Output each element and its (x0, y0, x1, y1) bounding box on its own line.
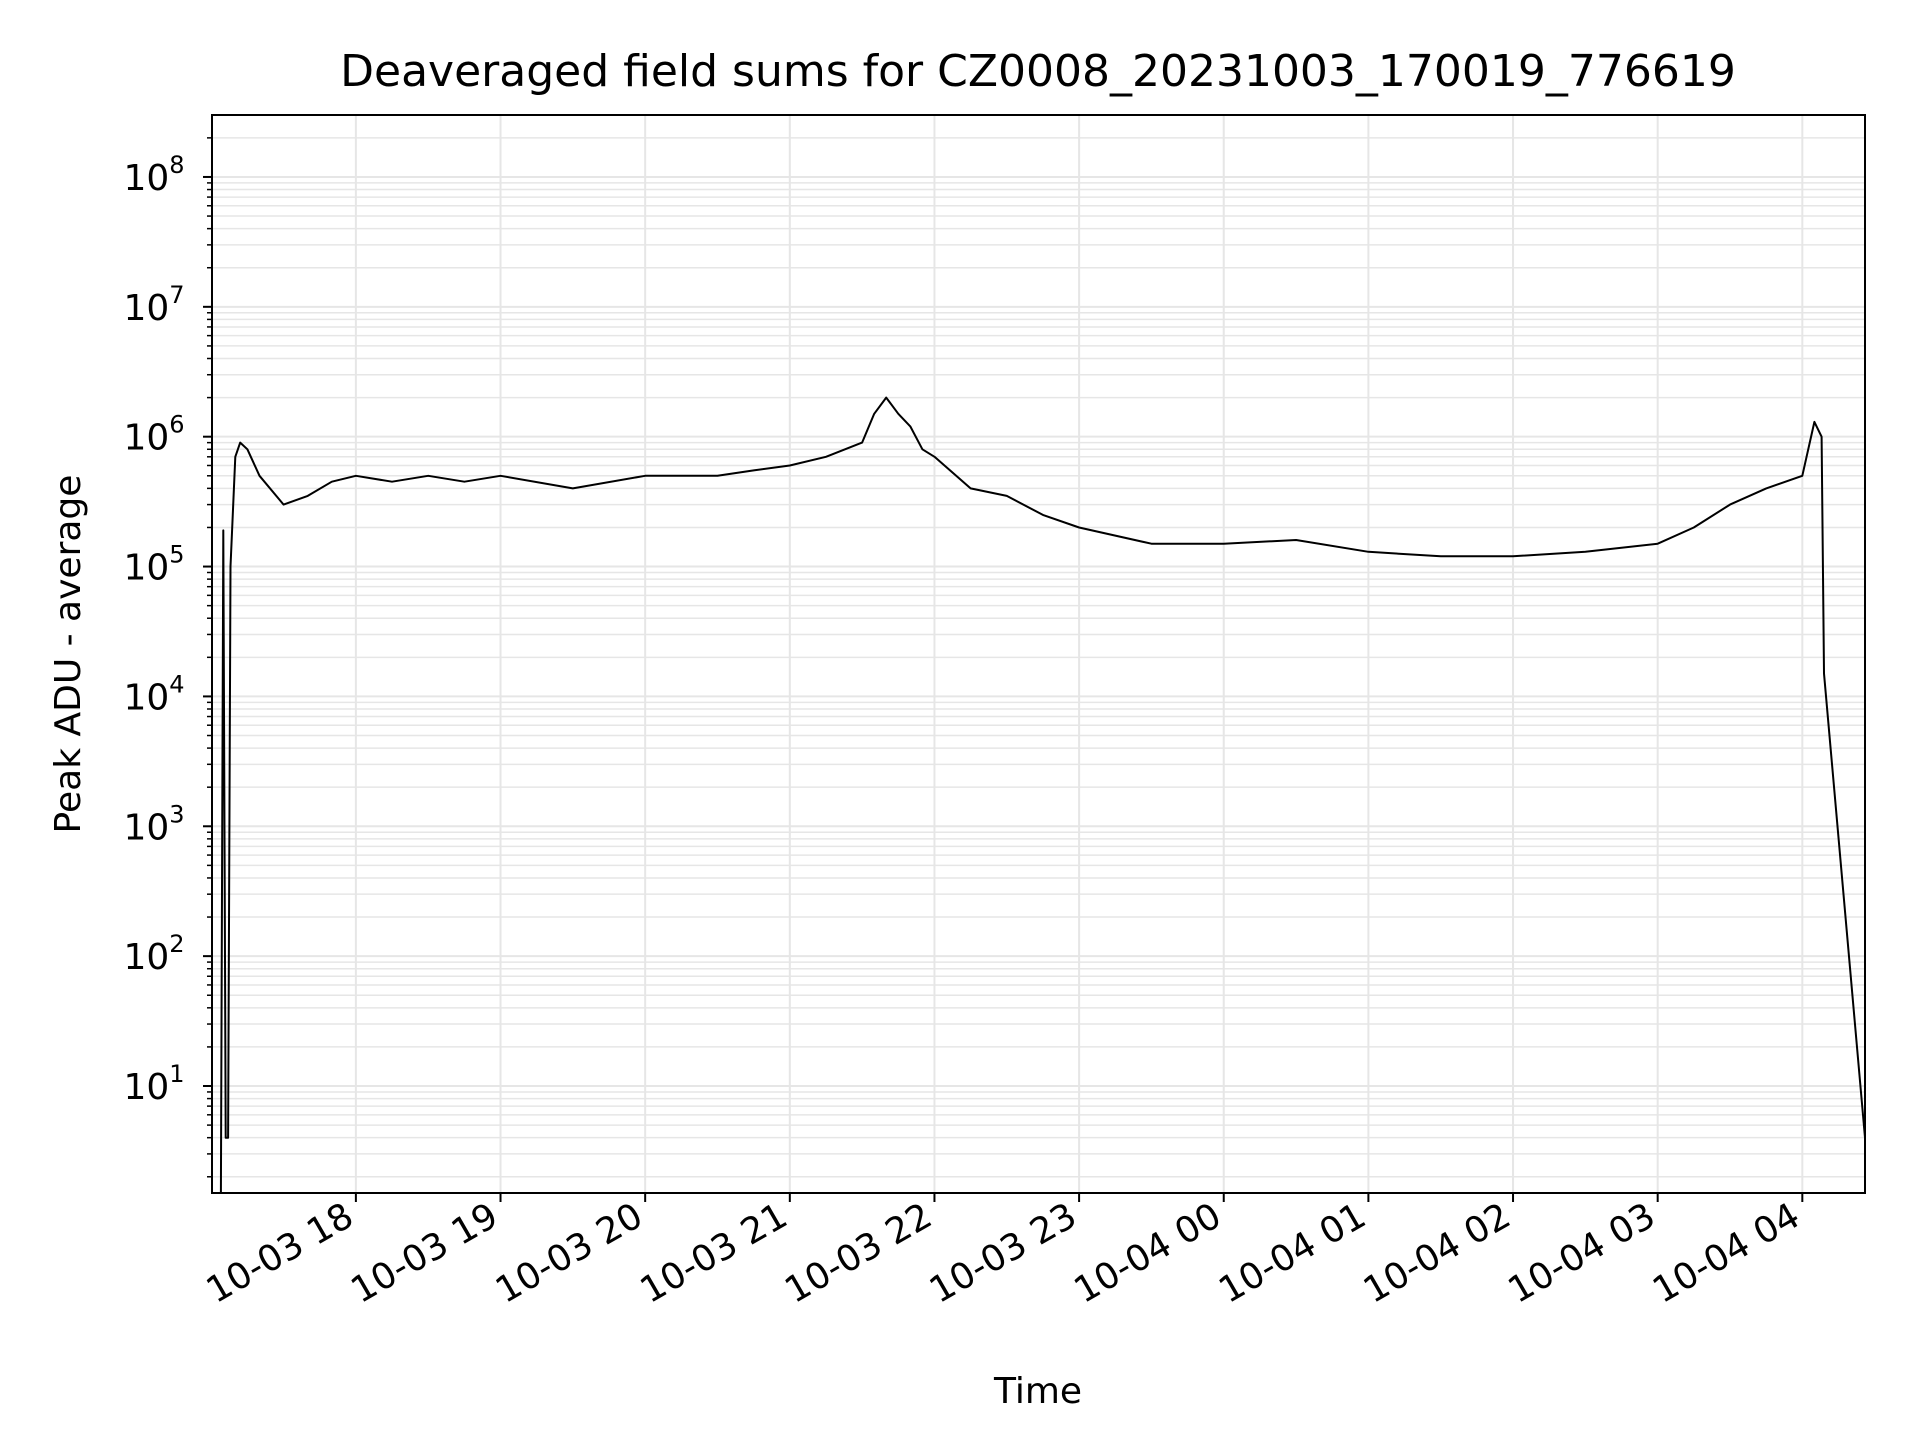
y-tick-label: 106 (123, 411, 184, 459)
y-tick-label: 104 (123, 670, 184, 718)
grid-lines (212, 115, 1865, 1193)
y-tick-label: 108 (123, 151, 184, 199)
y-axis-label: Peak ADU - average (48, 475, 89, 834)
y-tick-label: 105 (123, 541, 184, 589)
series-line (219, 396, 1865, 1193)
series-line-layer (219, 396, 1865, 1193)
y-tick-label: 101 (123, 1060, 184, 1108)
y-tick-label: 103 (123, 800, 184, 848)
plot-frame (211, 114, 1866, 1194)
x-axis-label: Time (993, 1371, 1082, 1412)
chart-title: Deaveraged field sums for CZ0008_2023100… (340, 46, 1736, 97)
y-tick-label: 102 (123, 930, 184, 978)
y-tick-label: 107 (123, 281, 184, 329)
